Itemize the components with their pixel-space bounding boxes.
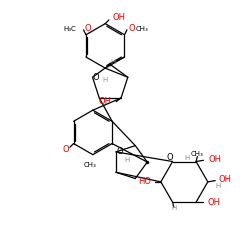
Text: O: O [93,73,100,82]
Text: H: H [102,78,108,84]
Text: O: O [167,153,173,162]
Text: H: H [125,156,130,162]
Text: HO: HO [138,177,151,186]
Text: H: H [171,206,176,212]
Text: O: O [62,145,69,154]
Text: H₃C: H₃C [63,26,76,32]
Text: O: O [116,148,123,156]
Text: CH₃: CH₃ [191,151,204,157]
Text: H: H [185,155,190,161]
Text: O: O [128,24,135,33]
Text: O: O [85,24,91,33]
Text: OH: OH [113,13,126,22]
Text: H: H [110,59,115,65]
Text: OH: OH [98,97,111,106]
Text: OH: OH [208,154,222,164]
Text: H: H [215,182,220,188]
Text: OH: OH [219,175,232,184]
Text: CH₃: CH₃ [84,162,97,168]
Text: CH₃: CH₃ [136,26,148,32]
Text: OH: OH [207,198,220,207]
